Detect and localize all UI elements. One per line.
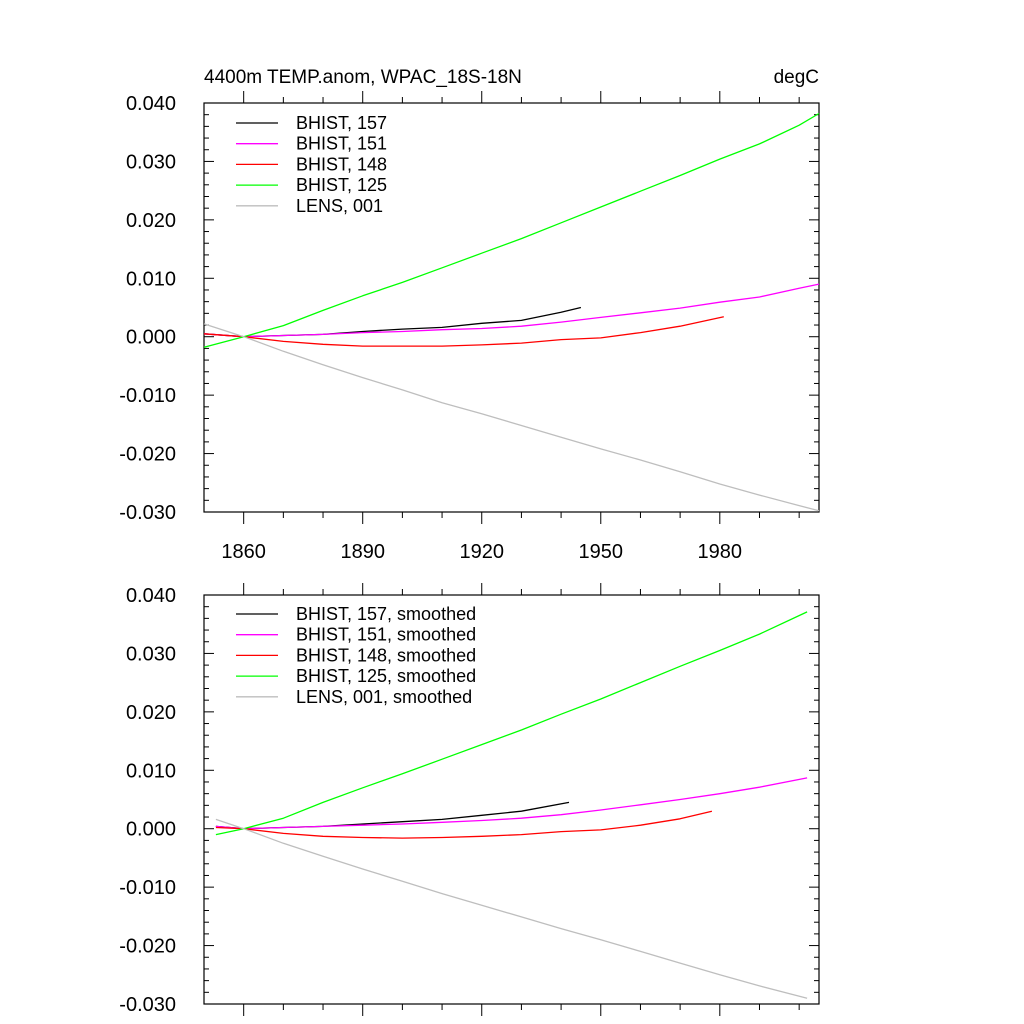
x-tick-label: 1860	[221, 541, 266, 563]
legend-label: BHIST, 151, smoothed	[296, 625, 476, 645]
bottom-panel: 0.040 0.030 0.020 0.010 0.000 -0.010 -0.020 -0.…	[119, 583, 820, 1016]
plot-frame	[203, 594, 820, 1005]
series-line-5	[215, 818, 808, 999]
x-tick-label: 1890	[340, 541, 385, 563]
series-line-4	[215, 611, 808, 836]
x-tick-label: 1950	[579, 541, 624, 563]
x-tick-label: 1980	[698, 541, 743, 563]
x-tick-label: 1920	[459, 541, 504, 563]
y-tick-label: 0.030	[126, 151, 176, 173]
series-line-3	[215, 810, 713, 839]
legend-label: BHIST, 151	[296, 134, 387, 154]
y-tick-label: -0.030	[119, 502, 176, 524]
y-tick-label: 0.040	[126, 93, 176, 115]
series-line-2	[215, 777, 808, 830]
y-tick-label: 0.010	[126, 760, 176, 782]
legend-label: BHIST, 148	[296, 154, 387, 174]
series-line-5	[203, 323, 820, 512]
y-tick-label: 0.010	[126, 268, 176, 290]
y-tick-label: -0.010	[119, 385, 176, 407]
y-tick-label: -0.020	[119, 936, 176, 958]
legend-label: BHIST, 148, smoothed	[296, 645, 476, 665]
legend-label: BHIST, 125	[296, 175, 387, 195]
legend-label: BHIST, 125, smoothed	[296, 666, 476, 686]
y-tick-label: -0.010	[119, 877, 176, 899]
legend-label: BHIST, 157, smoothed	[296, 604, 476, 624]
y-tick-label: 0.000	[126, 819, 176, 841]
plot-frame	[203, 102, 820, 513]
y-tick-label: -0.030	[119, 994, 176, 1016]
legend-label: LENS, 001	[296, 196, 383, 216]
legend-label: BHIST, 157	[296, 113, 387, 133]
series-line-4	[203, 112, 820, 348]
chart-title: 4400m TEMP.anom, WPAC_18S-18N	[204, 67, 522, 88]
y-tick-label: 0.020	[126, 702, 176, 724]
y-tick-label: 0.000	[126, 327, 176, 349]
y-tick-label: 0.020	[126, 210, 176, 232]
units-label: degC	[774, 67, 819, 88]
y-tick-label: 0.030	[126, 643, 176, 665]
legend-label: LENS, 001, smoothed	[296, 687, 472, 707]
series-line-3	[203, 316, 724, 347]
y-tick-label: 0.040	[126, 585, 176, 607]
top-panel: 0.040 0.030 0.020 0.010 0.000 -0.010 -0.020 -0.…	[119, 91, 820, 563]
series-line-2	[203, 283, 820, 338]
y-tick-label: -0.020	[119, 444, 176, 466]
